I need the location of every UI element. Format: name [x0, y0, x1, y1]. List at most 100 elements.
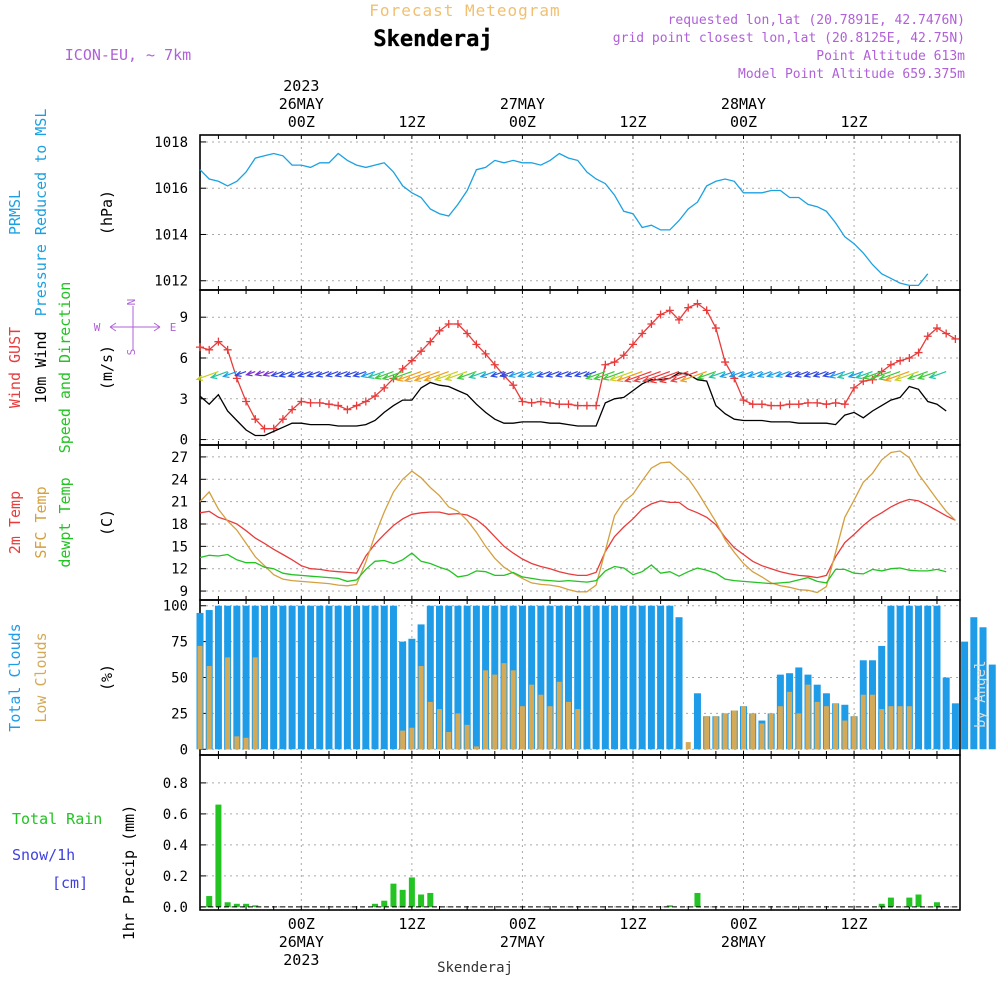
gust-marker	[767, 401, 776, 410]
wind-arrowhead	[893, 375, 902, 382]
gust-marker	[794, 400, 803, 409]
rain-bar	[390, 883, 397, 907]
wind-arrowhead	[854, 373, 863, 380]
gust-marker	[315, 398, 324, 407]
top-time-label: 12Z	[841, 113, 868, 131]
low-cloud-bar	[510, 670, 516, 750]
bottom-time-label: 2023	[283, 951, 319, 969]
units-label: 1hr Precip (mm)	[120, 805, 138, 940]
wind-arrow	[527, 371, 542, 377]
wind-arrow	[804, 371, 818, 377]
wind-arrow	[823, 371, 836, 377]
wind-arrowhead	[444, 374, 452, 381]
wind-arrowhead	[869, 374, 878, 381]
bottom-time-label: 12Z	[398, 915, 425, 933]
wind-arrow	[537, 371, 551, 377]
low-cloud-bar	[519, 706, 525, 750]
wind-arrowhead	[479, 372, 488, 379]
wind-arrow	[879, 371, 901, 380]
low-cloud-bar	[473, 746, 479, 750]
total-cloud-bar	[436, 605, 444, 750]
rain-bar	[252, 905, 259, 907]
wind-arrow	[509, 371, 523, 377]
gust-marker	[518, 397, 527, 406]
y-tick-label: 21	[171, 495, 188, 511]
wind-arrow	[885, 371, 910, 381]
low-cloud-bar	[446, 732, 452, 750]
total-cloud-bar	[270, 605, 278, 750]
gust-marker	[785, 400, 794, 409]
bottom-time-label: 12Z	[619, 915, 646, 933]
total-cloud-bar	[288, 605, 296, 750]
wind-arrow	[660, 371, 689, 383]
total-cloud-bar	[307, 605, 315, 750]
wind-arrowhead	[564, 371, 573, 378]
wind-arrowhead	[822, 371, 830, 378]
rain-bar	[427, 892, 434, 907]
y-tick-label: 0.8	[163, 776, 188, 792]
gust-marker	[288, 405, 297, 414]
panel-label: PRMSL	[6, 190, 24, 235]
model-label: ICON-EU, ~ 7km	[65, 46, 191, 64]
low-cloud-bar	[243, 737, 249, 750]
wind-arrowhead	[536, 371, 544, 378]
wind-arrow	[316, 371, 330, 377]
gust-marker	[896, 356, 905, 365]
wind-arrowhead	[334, 371, 342, 378]
total-cloud-bar	[979, 627, 987, 750]
units-label: (m/s)	[98, 345, 116, 390]
low-cloud-bar	[455, 713, 461, 750]
total-cloud-bar	[399, 641, 407, 750]
gust-marker	[398, 364, 407, 373]
gust-marker	[932, 324, 941, 333]
gust-marker	[278, 415, 287, 424]
wind-arrow	[335, 371, 348, 377]
point-altitude: Point Altitude 613m	[816, 49, 965, 64]
wind-arrowhead	[623, 376, 632, 383]
gust-marker	[260, 424, 269, 433]
total-cloud-bar	[316, 605, 324, 750]
wind-arrowhead	[270, 371, 278, 378]
footer-location: Skenderaj	[437, 960, 513, 976]
gust-marker	[730, 374, 739, 383]
top-time-label: 28MAY	[721, 95, 766, 113]
wind-arrowhead	[221, 371, 230, 379]
panel-label: [cm]	[52, 874, 88, 892]
y-tick-label: 0.6	[163, 807, 188, 823]
gust-marker	[840, 400, 849, 409]
wind-arrowhead	[649, 377, 657, 384]
gust-marker	[223, 345, 232, 354]
total-cloud-bar	[666, 605, 674, 750]
low-cloud-bar	[731, 710, 737, 750]
wind-arrow	[617, 371, 643, 382]
wind-arrow	[382, 371, 403, 380]
wind-arrow	[813, 371, 827, 377]
total-cloud-bar	[574, 605, 582, 750]
compass-w: W	[94, 321, 101, 334]
low-cloud-bar	[851, 716, 857, 750]
wind-arrowhead	[747, 371, 755, 379]
wind-arrowhead	[775, 371, 783, 378]
gust-marker	[196, 343, 204, 352]
gust-marker	[334, 401, 343, 410]
wind-arrowhead	[254, 370, 262, 377]
gust-marker	[463, 329, 472, 338]
total-cloud-bar	[933, 605, 941, 750]
total-cloud-bar	[675, 617, 683, 750]
low-cloud-bar	[427, 701, 433, 750]
wind-arrow	[344, 371, 357, 377]
wind-arrow	[375, 371, 394, 379]
panels: 1012 1014 1016 1018 PRMSL Pressure Reduced to…	[6, 109, 996, 940]
top-time-label: 12Z	[398, 113, 425, 131]
total-cloud-bar	[546, 605, 554, 750]
top-time-label: 00Z	[730, 113, 757, 131]
y-tick-label: 18	[171, 517, 188, 533]
wind-arrow	[594, 371, 615, 380]
gust-marker	[205, 345, 214, 354]
y-tick-label: 25	[171, 706, 188, 722]
gust-marker	[582, 401, 591, 410]
gust-marker	[251, 415, 260, 424]
bottom-time-label: 00Z	[730, 915, 757, 933]
wind-arrowhead	[325, 371, 333, 378]
